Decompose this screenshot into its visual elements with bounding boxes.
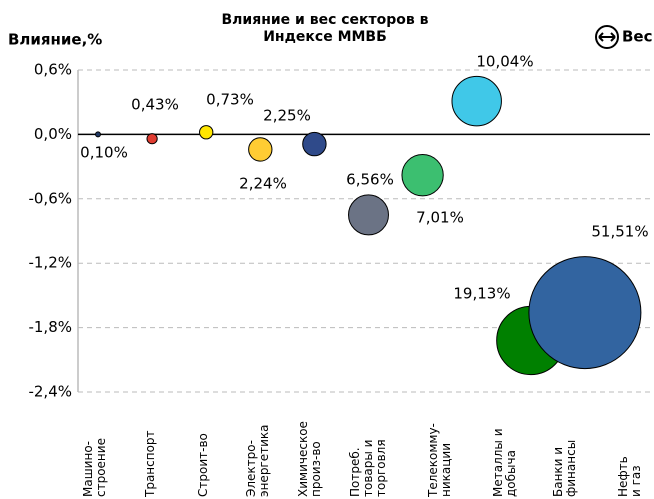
bubble — [95, 131, 101, 138]
bubble — [199, 125, 214, 140]
data-label: 2,24% — [239, 175, 287, 193]
x-tick-label: Нефть и газ — [616, 456, 643, 497]
x-tick-label: Машино- строение — [81, 438, 108, 497]
x-tick-label: Строит-во — [195, 433, 210, 497]
data-label: 6,56% — [346, 171, 394, 189]
bubble — [302, 131, 327, 157]
y-tick-label: -2,4% — [28, 383, 72, 401]
data-label: 0,10% — [80, 144, 128, 162]
data-label: 7,01% — [416, 209, 464, 227]
legend-label: Вес — [622, 28, 653, 46]
y-tick-label: 0,6% — [34, 61, 72, 79]
bubble — [528, 256, 642, 370]
x-tick-label: Телекомму- никации — [426, 423, 453, 497]
data-label: 51,51% — [591, 223, 648, 241]
x-tick-label: Электро- энергетика — [244, 424, 271, 497]
data-label: 0,73% — [206, 91, 254, 109]
data-label: 19,13% — [453, 285, 510, 303]
x-tick-label: Металлы и добыча — [491, 428, 518, 497]
size-legend: Вес — [595, 25, 653, 49]
legend-arrow — [598, 32, 616, 42]
y-tick-label: -1,8% — [28, 318, 72, 336]
chart-title: Влияние и вес секторов в Индексе ММВБ — [221, 12, 429, 45]
bubble — [451, 75, 502, 127]
bubble — [401, 154, 444, 197]
y-axis-title: Влияние,% — [8, 31, 102, 49]
bubble — [248, 137, 273, 162]
y-tick-label: 0,0% — [34, 125, 72, 143]
y-tick-label: -1,2% — [28, 254, 72, 272]
data-label: 0,43% — [131, 96, 179, 114]
x-tick-label: Транспорт — [142, 430, 157, 497]
x-tick-label: Химическое произ-во — [296, 421, 323, 497]
data-label: 10,04% — [476, 53, 533, 71]
x-tick-label: Банки и финансы — [551, 439, 578, 497]
y-tick-label: -0,6% — [28, 189, 72, 207]
bubble — [348, 194, 389, 236]
x-tick-label: Потреб. товары и торговля — [347, 439, 388, 497]
bubble — [146, 133, 158, 145]
data-label: 2,25% — [263, 107, 311, 125]
